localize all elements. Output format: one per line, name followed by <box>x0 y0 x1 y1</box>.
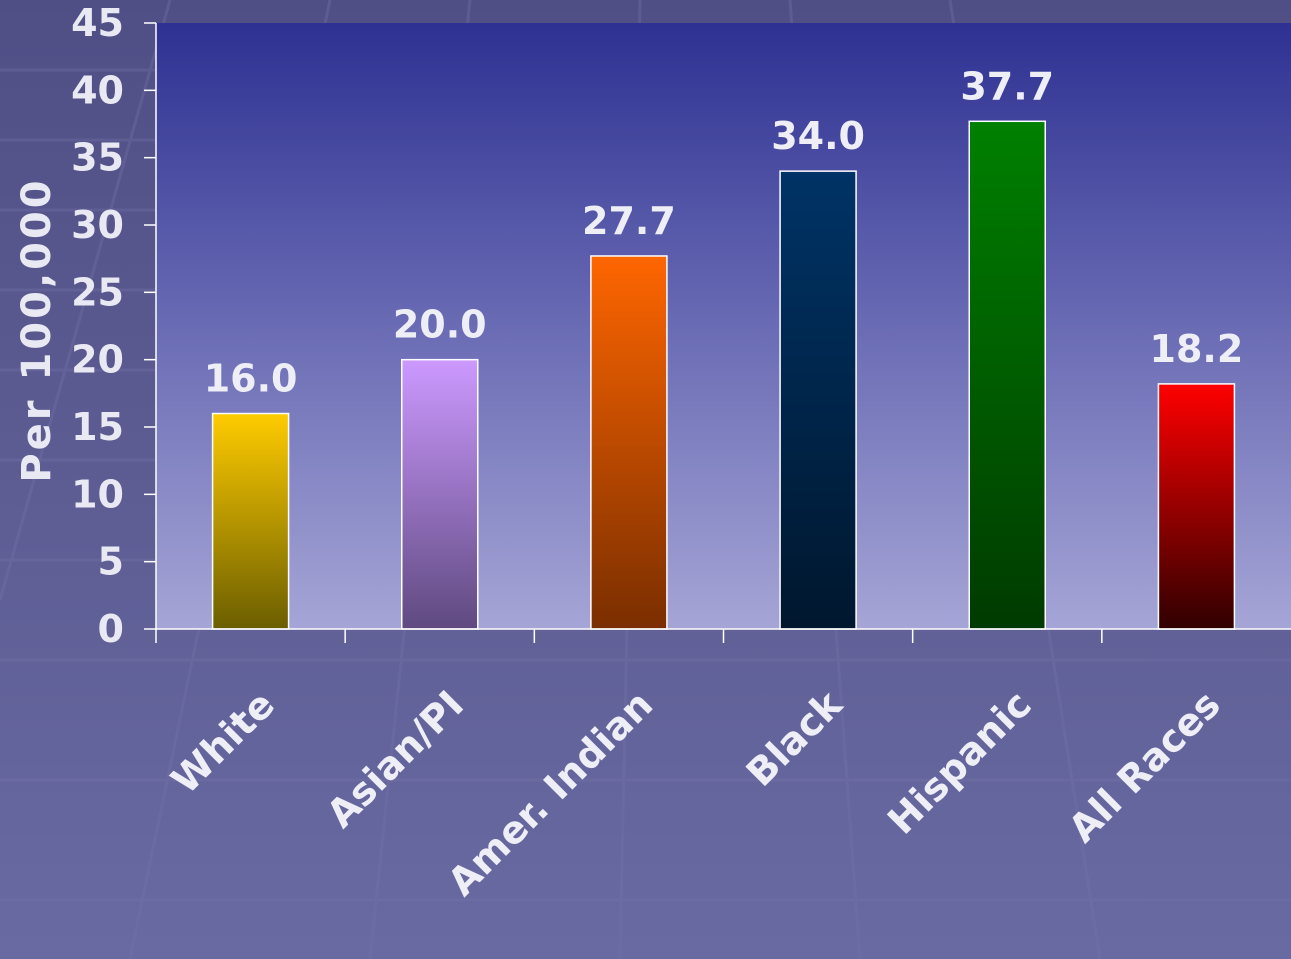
y-tick-label: 35 <box>71 136 124 180</box>
y-tick-label: 10 <box>71 472 124 516</box>
bar-all-races <box>1157 383 1236 630</box>
value-labels-group: 16.0 20.0 27.7 34.0 37.7 18.2 <box>204 64 1244 400</box>
y-tick-label: 15 <box>71 405 124 449</box>
data-label: 27.7 <box>582 199 676 243</box>
bars-group <box>211 120 1236 630</box>
plot-area <box>156 23 1291 629</box>
bar-black <box>779 170 857 630</box>
y-tick-label: 5 <box>98 540 124 584</box>
bar-hispanic <box>968 120 1046 630</box>
data-label: 18.2 <box>1150 327 1244 371</box>
data-label: 16.0 <box>204 357 298 401</box>
axes-group <box>144 22 1291 643</box>
data-label: 37.7 <box>960 64 1054 108</box>
bar-asian-pi <box>401 358 479 630</box>
bar-white <box>211 412 290 630</box>
y-tick-label: 45 <box>71 1 124 45</box>
y-tick-label: 25 <box>71 270 124 314</box>
data-label: 20.0 <box>393 303 487 347</box>
x-tick-label: Asian/PI <box>318 682 472 836</box>
x-tick-label: All Races <box>1060 682 1229 851</box>
data-label: 34.0 <box>771 114 865 158</box>
y-tick-label: 0 <box>98 607 124 651</box>
y-tick-labels-group: 0 5 10 15 20 25 30 35 40 45 <box>71 1 124 651</box>
bar-amer-indian <box>590 255 668 630</box>
y-tick-label: 20 <box>71 338 124 382</box>
y-tick-label: 30 <box>71 203 124 247</box>
x-tick-label: Black <box>738 682 851 795</box>
y-axis-title: Per 100,000 <box>14 177 60 482</box>
x-tick-label: Amer. Indian <box>439 682 661 904</box>
x-tick-label: White <box>163 682 283 802</box>
x-tick-label: Hispanic <box>879 682 1039 842</box>
y-tick-label: 40 <box>71 68 124 112</box>
